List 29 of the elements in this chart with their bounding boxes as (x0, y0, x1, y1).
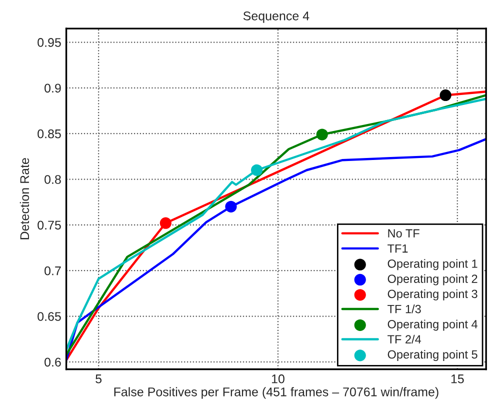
chart-title: Sequence 4 (243, 12, 310, 23)
y-tick-label: 0.8 (44, 175, 61, 184)
legend-label: Operating point 4 (388, 320, 478, 331)
legend-label: Operating point 1 (388, 259, 478, 270)
legend-label: Operating point 5 (388, 350, 478, 361)
y-tick-label: 0.6 (44, 358, 61, 367)
y-tick-label: 0.65 (38, 312, 61, 321)
x-axis-title: False Positives per Frame (451 frames – 70761 win/frame) (114, 387, 438, 399)
x-tick-label: 15 (451, 374, 464, 384)
point (160, 217, 172, 229)
y-tick-label: 0.75 (38, 220, 61, 230)
point (251, 164, 263, 176)
point (225, 200, 237, 212)
legend-label: TF 2/4 (388, 334, 422, 344)
legend-label: TF1 (388, 244, 408, 253)
y-tick-label: 0.85 (38, 129, 61, 138)
legend-label: Operating point 2 (388, 274, 478, 286)
y-tick-label: 0.95 (38, 38, 61, 47)
point (440, 89, 452, 102)
line-series (66, 138, 486, 362)
legend-label: No TF (388, 229, 420, 238)
y-tick-label: 0.9 (44, 84, 61, 93)
y-tick-label: 0.7 (44, 266, 61, 276)
legend-label: Operating point 3 (388, 289, 478, 300)
legend-label: TF 1/3 (388, 304, 421, 314)
x-tick-label: 10 (272, 374, 284, 384)
y-axis-title: Detection Rate (20, 158, 30, 240)
point (316, 128, 328, 140)
x-tick-label: 5 (96, 374, 102, 384)
